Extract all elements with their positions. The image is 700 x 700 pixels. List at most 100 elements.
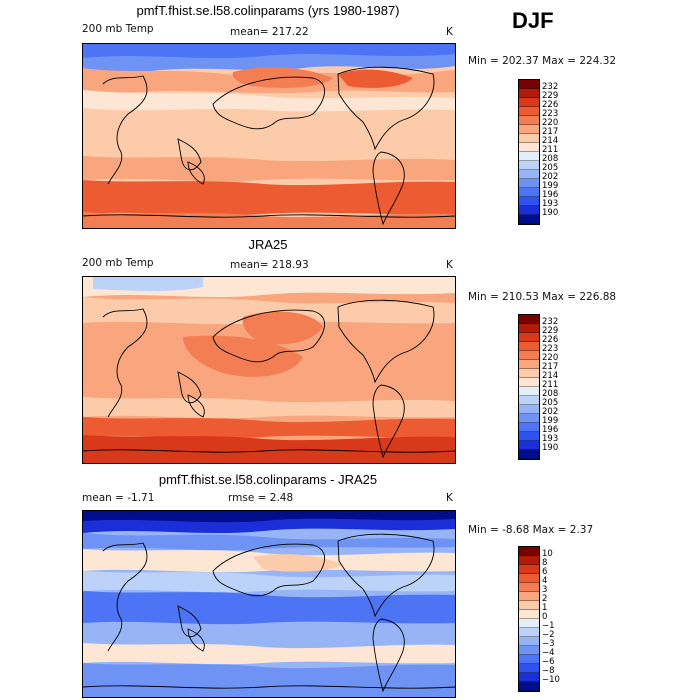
colorbar-tick-label: 196: [542, 190, 559, 200]
colorbar-swatch: [519, 547, 539, 556]
colorbar-tick-label: 190: [542, 208, 559, 218]
colorbar-swatch: [519, 188, 539, 197]
panel-2-variable-label: 200 mb Temp: [82, 257, 154, 269]
panel-2-coastline: [177, 371, 202, 404]
colorbar-swatch: [519, 610, 539, 619]
panel-1-band: [83, 90, 455, 112]
panel-1-colorbar: 232 229 226 223 220 217 214 211 208 205 202 199 196 1…: [518, 79, 558, 225]
panel-3-band: [83, 571, 455, 593]
colorbar-swatch: [519, 143, 539, 152]
panel-3-coastline: [372, 618, 405, 693]
colorbar-tick-label: −2: [542, 630, 555, 640]
panel-3-band: [83, 663, 455, 697]
panel-1-minmax: Min = 202.37 Max = 224.32: [468, 55, 617, 67]
colorbar-swatch: [519, 664, 539, 673]
panel-2-map: [82, 276, 456, 464]
panel-3-band: [83, 591, 455, 625]
colorbar-swatch: [519, 673, 539, 682]
colorbar-tick-label: 220: [542, 353, 559, 363]
colorbar-swatch: [519, 682, 539, 691]
colorbar-tick-label: 217: [542, 127, 559, 137]
panel-3-colorbar: 10 8 6 4 3 2 1 0 −1 −2 −3 −4 −6 −8 −10: [518, 546, 560, 692]
colorbar-tick-label: 193: [542, 434, 559, 444]
colorbar-swatch: [519, 405, 539, 414]
panel-3-band: [83, 533, 455, 551]
colorbar-swatch: [519, 125, 539, 134]
colorbar-tick-label: 196: [542, 425, 559, 435]
panel-1-band: [83, 156, 455, 182]
panel-3-colorbar-labels: 10 8 6 4 3 2 1 0 −1 −2 −3 −4 −6 −8 −10: [542, 550, 560, 685]
panel-3-band: [83, 643, 455, 665]
panel-2-band: [83, 297, 455, 325]
panel-1-coastline: [187, 161, 205, 185]
colorbar-swatch: [519, 80, 539, 89]
colorbar-swatch: [519, 414, 539, 423]
colorbar-swatch: [519, 179, 539, 188]
colorbar-tick-label: 217: [542, 362, 559, 372]
colorbar-swatch: [519, 369, 539, 378]
colorbar-swatch: [519, 565, 539, 574]
panel-1-unit-label: K: [446, 26, 453, 38]
panel-3-band: [83, 623, 455, 645]
colorbar-tick-label: 3: [542, 585, 548, 595]
colorbar-tick-label: 193: [542, 199, 559, 209]
colorbar-tick-label: 205: [542, 163, 559, 173]
colorbar-swatch: [519, 378, 539, 387]
colorbar-tick-label: 223: [542, 344, 559, 354]
panel-2-band: [242, 311, 323, 345]
panel-2-coastline: [337, 299, 435, 384]
panel-3-minmax: Min = -8.68 Max = 2.37: [468, 524, 594, 536]
colorbar-tick-label: 1: [542, 603, 548, 613]
colorbar-swatch: [519, 89, 539, 98]
panel-2-coastline: [212, 309, 325, 363]
colorbar-swatch: [519, 450, 539, 459]
colorbar-tick-label: 0: [542, 612, 548, 622]
colorbar-swatch: [519, 387, 539, 396]
panel-3-map-svg: [83, 511, 455, 697]
colorbar-tick-label: 205: [542, 398, 559, 408]
panel-1-map-svg: [83, 44, 455, 228]
panel-3-map: [82, 510, 456, 698]
panel-1-band: [338, 69, 413, 88]
panel-2-unit-label: K: [446, 259, 453, 271]
panel-2-coastline: [187, 394, 205, 418]
colorbar-tick-label: −10: [542, 675, 560, 685]
panel-3-coastline: [212, 543, 325, 597]
colorbar-tick-label: 232: [542, 82, 559, 92]
colorbar-tick-label: 214: [542, 371, 559, 381]
colorbar-tick-label: 232: [542, 317, 559, 327]
panel-2-field: [83, 277, 455, 463]
colorbar-tick-label: 214: [542, 136, 559, 146]
panel-1-colorbar-labels: 232 229 226 223 220 217 214 211 208 205 202 199 196 1…: [542, 83, 558, 218]
colorbar-tick-label: −8: [542, 666, 555, 676]
panel-2-coastline: [102, 308, 148, 418]
panel-1-mean-label: mean= 217.22: [230, 26, 309, 38]
panel-1-variable-label: 200 mb Temp: [82, 23, 154, 35]
panel-3-title: pmfT.fhist.se.l58.colinparams - JRA25: [158, 472, 378, 487]
colorbar-tick-label: 229: [542, 91, 559, 101]
panel-2-minmax: Min = 210.53 Max = 226.88: [468, 291, 617, 303]
colorbar-swatch: [519, 637, 539, 646]
panel-1-band: [83, 110, 455, 160]
colorbar-tick-label: −6: [542, 657, 555, 667]
colorbar-swatch: [519, 215, 539, 224]
colorbar-swatch: [519, 152, 539, 161]
panel-1-coastlines: [83, 66, 455, 226]
colorbar-swatch: [519, 574, 539, 583]
colorbar-tick-label: 4: [542, 576, 548, 586]
panel-1-coastline: [102, 75, 148, 185]
panel-3-mean-label: mean = -1.71: [82, 492, 155, 504]
panel-3-coastline: [337, 533, 435, 618]
panel-2-band: [83, 417, 455, 439]
panel-3-coastline: [187, 628, 205, 652]
colorbar-tick-label: 223: [542, 109, 559, 119]
colorbar-tick-label: 226: [542, 335, 559, 345]
colorbar-tick-label: 202: [542, 172, 559, 182]
colorbar-tick-label: 10: [542, 549, 553, 559]
colorbar-swatch: [519, 116, 539, 125]
colorbar-swatch: [519, 342, 539, 351]
colorbar-swatch: [519, 107, 539, 116]
panel-1-coastline: [83, 214, 455, 218]
colorbar-tick-label: 211: [542, 145, 559, 155]
colorbar-swatch: [519, 432, 539, 441]
